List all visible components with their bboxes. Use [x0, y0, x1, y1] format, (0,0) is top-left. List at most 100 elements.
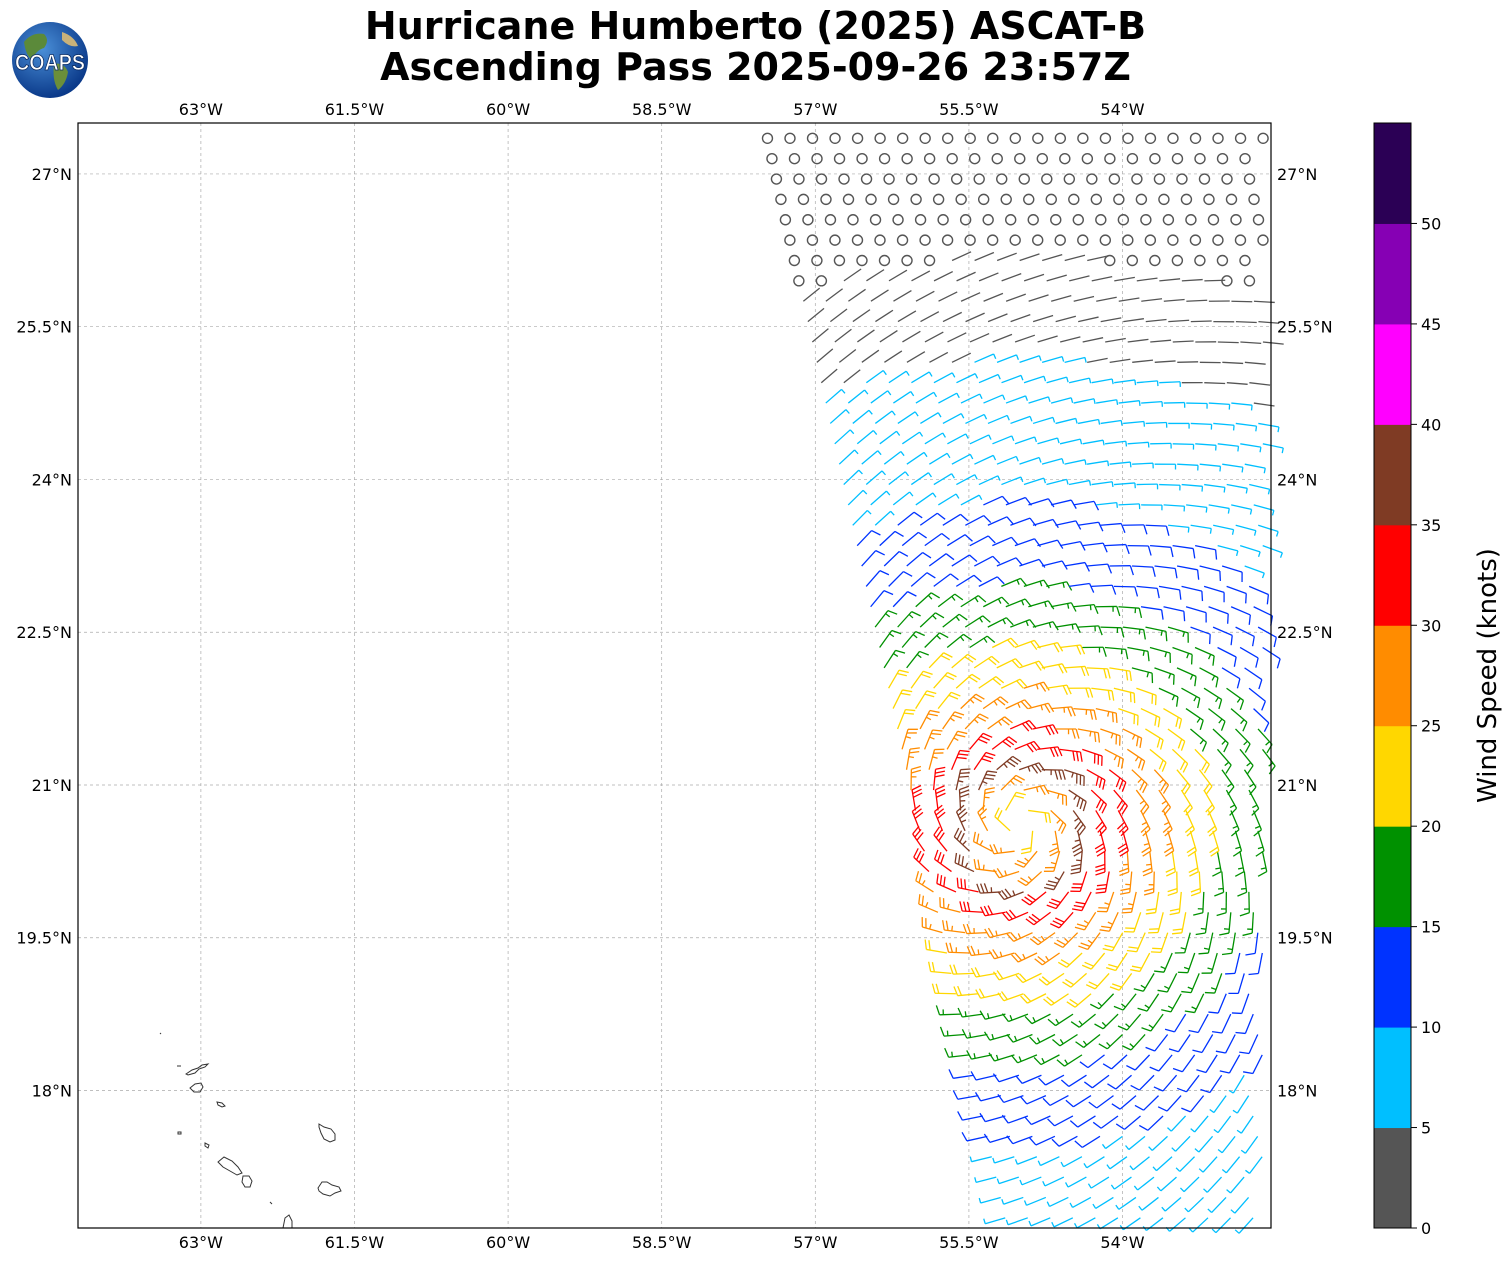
wind-barb [843, 268, 862, 282]
wind-barb [1095, 707, 1118, 724]
wind-barb [973, 859, 997, 873]
wind-barb [1034, 952, 1060, 966]
wind-barb [1163, 830, 1175, 857]
wind-barb [861, 349, 880, 363]
wind-barb [1243, 275, 1256, 287]
wind-barb [1163, 504, 1186, 512]
wind-barb [1041, 355, 1065, 363]
wind-barb [974, 454, 997, 465]
wind-barb [1020, 830, 1034, 855]
wind-barb [1095, 605, 1121, 617]
wind-barb [1190, 524, 1212, 534]
wind-barb [1232, 1095, 1250, 1114]
wind-barb [919, 512, 946, 526]
wind-barb [1217, 443, 1240, 452]
wind-barb [1032, 132, 1044, 144]
colorbar-tick-label: 40 [1421, 415, 1441, 434]
wind-barb [929, 351, 949, 363]
wind-barb [1055, 728, 1080, 739]
wind-barb [1028, 1217, 1051, 1227]
wind-barb [811, 328, 829, 343]
wind-barb [1109, 973, 1133, 991]
wind-barb [959, 214, 972, 226]
wind-barb [1085, 972, 1110, 990]
wind-barb [1195, 443, 1217, 451]
wind-barb [1009, 719, 1037, 732]
wind-barb [1195, 912, 1209, 936]
wind-barb [1005, 496, 1032, 506]
wind-barb [987, 716, 1013, 730]
wind-barb [1239, 254, 1251, 267]
wind-barb [964, 132, 976, 144]
wind-barb [1111, 1095, 1137, 1110]
wind-barb [1226, 382, 1248, 385]
wind-barb [982, 696, 1009, 710]
wind-barb [1213, 422, 1235, 431]
wind-barb [1072, 810, 1086, 836]
wind-barb [879, 430, 901, 445]
wind-barb [966, 945, 993, 957]
wind-barb [1100, 728, 1121, 746]
wind-barb [947, 332, 967, 343]
wind-barb [1109, 358, 1131, 363]
wind-barb [1216, 152, 1229, 165]
wind-barb [1057, 952, 1083, 968]
wind-barb [1126, 932, 1146, 953]
wind-barb [906, 650, 929, 669]
wind-barb [1168, 319, 1190, 323]
wind-barb [991, 736, 1018, 750]
colorbar-bin [1374, 223, 1411, 325]
wind-barb [1198, 932, 1214, 955]
wind-barb [1244, 667, 1263, 690]
wind-barb [1230, 810, 1240, 837]
wind-barb [1154, 565, 1178, 579]
wind-barb [1122, 132, 1134, 144]
wind-barb [1087, 357, 1108, 363]
wind-barb [1010, 415, 1033, 425]
wind-barb [1225, 193, 1238, 206]
wind-barb [934, 785, 946, 811]
wind-barb [1070, 851, 1083, 875]
wind-barb [1142, 851, 1153, 877]
wind-barb [966, 1050, 993, 1060]
wind-barb [1235, 422, 1258, 432]
wind-barb [1127, 338, 1149, 343]
wind-barb [996, 455, 1019, 465]
lon-label-top: 60°W [486, 100, 530, 119]
wind-barb [1211, 1013, 1232, 1034]
wind-barb [1074, 911, 1097, 931]
wind-barb [1068, 582, 1095, 593]
wind-barb [1164, 1013, 1187, 1033]
wind-barb [1038, 972, 1065, 986]
wind-barb [1235, 728, 1251, 753]
wind-barb [1049, 911, 1074, 929]
wind-barb [1262, 545, 1283, 558]
wind-barb [1230, 606, 1251, 625]
lon-label-bottom: 58.5°W [632, 1233, 692, 1252]
wind-barb [829, 132, 841, 144]
wind-barb [905, 173, 918, 185]
wind-barb [1086, 173, 1098, 185]
wind-barb [1192, 1034, 1214, 1054]
wind-barb [974, 555, 1001, 567]
wind-barb [1149, 646, 1171, 663]
wind-barb [1167, 1115, 1187, 1132]
wind-barb [865, 570, 890, 587]
wind-barb [942, 412, 965, 425]
wind-barb [1243, 769, 1257, 796]
wind-barb [883, 550, 909, 567]
wind-barb [857, 329, 875, 343]
wind-barb [1167, 626, 1189, 643]
wind-barb [1153, 173, 1166, 185]
wind-barb [1153, 1074, 1178, 1092]
island-outline [317, 1181, 342, 1197]
wind-barb [970, 967, 997, 978]
wind-barb [996, 1176, 1019, 1185]
wind-barb [942, 311, 963, 323]
wind-barb [860, 173, 873, 185]
wind-barb [1096, 399, 1119, 405]
wind-barb [1208, 606, 1229, 624]
wind-barb [1099, 234, 1112, 246]
wind-barb [1161, 993, 1182, 1013]
wind-barb [1157, 1095, 1182, 1112]
